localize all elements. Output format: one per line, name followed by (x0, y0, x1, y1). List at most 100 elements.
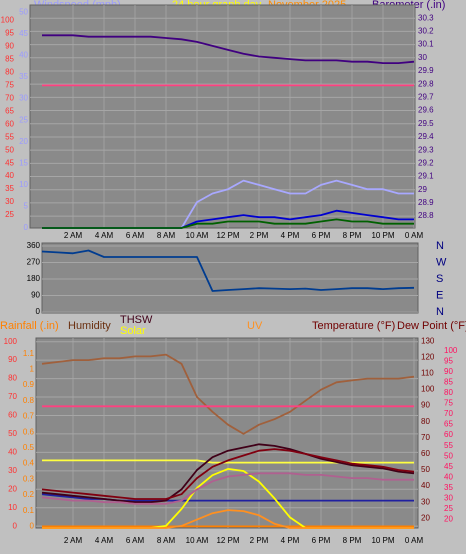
y-tick-label: 60 (421, 449, 430, 458)
y-tick-label: 80 (5, 68, 14, 77)
y-tick-label: 85 (5, 55, 14, 64)
y-tick-label: 29.4 (418, 132, 434, 141)
y-tick-label: 70 (8, 392, 17, 401)
x-tick-label: 4 PM (281, 536, 300, 545)
y-tick-label: 20 (444, 515, 453, 524)
x-tick-label: 8 PM (343, 536, 362, 545)
y-tick-label: 25 (19, 115, 28, 124)
y-tick-label: 0.3 (23, 474, 35, 483)
x-tick-label: 2 PM (250, 231, 269, 240)
y-tick-label: 30 (8, 466, 17, 475)
x-tick-label: 2 AM (64, 231, 83, 240)
y-tick-label: 29.9 (418, 66, 434, 75)
y-tick-label: 1.1 (23, 349, 35, 358)
y-tick-label: 70 (5, 93, 14, 102)
y-tick-label: 29.6 (418, 106, 434, 115)
y-tick-label: 25 (5, 210, 14, 219)
y-tick-label: 65 (5, 106, 14, 115)
y-tick-label: 100 (4, 337, 18, 346)
y-tick-label: 80 (8, 374, 17, 383)
y-tick-label: 10 (19, 180, 28, 189)
x-tick-label: 10 PM (371, 536, 394, 545)
y-tick-label: 28.8 (418, 211, 434, 220)
y-tick-label: 130 (421, 336, 435, 345)
y-tick-label: 90 (421, 401, 430, 410)
y-tick-label: 50 (444, 451, 453, 460)
series-line (41, 249, 415, 292)
y-tick-label: W (436, 256, 447, 268)
y-tick-label: 30.3 (418, 13, 434, 22)
y-tick-label: 30.2 (418, 26, 434, 35)
y-tick-label: 29.5 (418, 119, 434, 128)
dewpoint-label: Dew Point (°F) (397, 320, 466, 332)
y-tick-label: 55 (444, 441, 453, 450)
y-tick-label: 70 (444, 409, 453, 418)
rainfall-label: Rainfall (.in) (0, 320, 59, 332)
thsw-label: THSW (120, 314, 153, 326)
y-tick-label: 0 (13, 521, 18, 530)
y-tick-label: 40 (444, 472, 453, 481)
y-tick-label: 85 (444, 377, 453, 386)
y-tick-label: 45 (19, 29, 28, 38)
y-tick-label: 15 (19, 158, 28, 167)
y-tick-label: E (436, 289, 443, 301)
y-tick-label: 80 (421, 417, 430, 426)
series-line (41, 448, 415, 500)
x-tick-label: 6 AM (126, 231, 145, 240)
humidity-label: Humidity (68, 320, 111, 332)
plot-area (29, 4, 416, 229)
x-tick-label: 8 PM (343, 231, 362, 240)
y-tick-label: 65 (444, 420, 453, 429)
y-tick-label: 100 (421, 385, 435, 394)
y-tick-label: 30.1 (418, 40, 434, 49)
y-tick-label: 75 (444, 399, 453, 408)
x-tick-label: 8 AM (157, 231, 176, 240)
y-tick-label: 90 (5, 42, 14, 51)
x-tick-label: 0 AM (405, 231, 424, 240)
y-tick-label: 50 (8, 429, 17, 438)
y-tick-label: 90 (8, 355, 17, 364)
y-tick-label: 0.7 (23, 412, 35, 421)
y-tick-label: 35 (444, 483, 453, 492)
y-tick-label: 5 (24, 202, 29, 211)
x-tick-label: 12 PM (216, 231, 239, 240)
y-tick-label: 0 (30, 522, 35, 531)
y-tick-label: 50 (421, 465, 430, 474)
y-tick-label: 50 (5, 145, 14, 154)
y-tick-label: 100 (444, 346, 458, 355)
series-line (42, 218, 414, 229)
y-tick-label: 29.1 (418, 172, 434, 181)
x-tick-label: 4 AM (95, 536, 114, 545)
y-tick-label: 70 (421, 433, 430, 442)
plot-area (35, 337, 419, 529)
series-line (42, 509, 414, 529)
x-tick-label: 2 PM (250, 536, 269, 545)
y-tick-label: 95 (5, 29, 14, 38)
y-tick-label: 20 (8, 484, 17, 493)
y-tick-label: 28.9 (418, 198, 434, 207)
x-tick-label: 6 PM (312, 231, 331, 240)
y-tick-label: 75 (5, 80, 14, 89)
y-tick-label: 180 (27, 274, 41, 283)
y-tick-label: 0.5 (23, 443, 35, 452)
y-tick-label: 29.3 (418, 145, 434, 154)
y-tick-label: 30 (5, 197, 14, 206)
y-tick-label: 35 (19, 72, 28, 81)
y-tick-label: 95 (444, 356, 453, 365)
y-tick-label: 100 (1, 16, 15, 25)
x-tick-label: 12 PM (216, 536, 239, 545)
y-tick-label: 45 (5, 158, 14, 167)
y-tick-label: 120 (421, 352, 435, 361)
x-tick-label: 6 PM (312, 536, 331, 545)
y-tick-label: 29.8 (418, 79, 434, 88)
y-tick-label: 90 (31, 291, 40, 300)
x-tick-label: 10 AM (186, 231, 209, 240)
y-tick-label: 0.8 (23, 396, 35, 405)
x-tick-label: 0 AM (405, 536, 424, 545)
y-tick-label: 110 (421, 369, 434, 378)
y-tick-label: 45 (444, 462, 453, 471)
y-tick-label: 60 (444, 430, 453, 439)
y-tick-label: 30 (19, 94, 28, 103)
y-tick-label: 40 (5, 171, 14, 180)
